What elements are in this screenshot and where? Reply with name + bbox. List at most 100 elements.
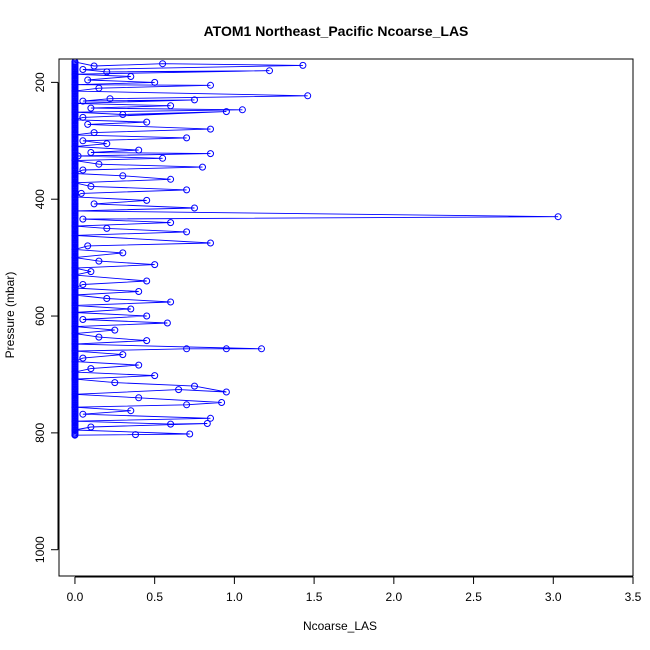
chart-title: ATOM1 Northeast_Pacific Ncoarse_LAS [204, 23, 469, 39]
data-point [71, 59, 79, 66]
data-point [127, 407, 135, 415]
data-point [119, 111, 127, 118]
data-point [222, 388, 230, 396]
series-line [73, 61, 559, 436]
data-point [207, 81, 214, 89]
data-point [79, 66, 87, 73]
data-point [183, 345, 191, 353]
y-tick-label: 400 [33, 189, 47, 209]
data-point [143, 118, 151, 126]
data-point [207, 150, 214, 158]
x-tick-label: 0.5 [146, 590, 163, 604]
data-point [167, 175, 175, 183]
y-tick-label: 800 [33, 423, 47, 443]
x-tick-label: 3.5 [625, 590, 642, 604]
data-point [258, 345, 265, 353]
y-tick-label: 600 [33, 306, 47, 326]
data-point [186, 430, 194, 438]
data-point [71, 131, 79, 139]
data-point [183, 228, 191, 236]
data-point [90, 129, 98, 137]
data-point [554, 213, 562, 221]
data-point [119, 249, 127, 257]
data-point [84, 242, 92, 250]
data-point [163, 319, 171, 327]
data-point [183, 186, 191, 194]
data-point [71, 245, 79, 253]
data-point [199, 163, 206, 171]
data-point [103, 295, 111, 302]
y-axis: 200 400 600 800 1000 [33, 72, 59, 563]
x-tick-label: 0.0 [67, 590, 84, 604]
data-point [218, 399, 226, 406]
data-point [95, 257, 103, 265]
data-point [71, 302, 79, 309]
data-point [71, 375, 79, 383]
data-point [71, 170, 79, 177]
data-point [71, 358, 79, 366]
data-point [159, 60, 167, 68]
data-point [127, 73, 135, 80]
data-point [143, 312, 151, 320]
data-point [84, 76, 92, 84]
data-point [71, 143, 79, 151]
data-point [77, 189, 85, 197]
data-point [71, 254, 79, 262]
data-point [151, 261, 159, 269]
data-point [207, 239, 214, 247]
data-point [71, 291, 79, 299]
x-axis-label: Ncoarse_LAS [303, 619, 377, 633]
data-point [143, 337, 151, 345]
data-point [87, 149, 95, 156]
data-point [167, 102, 175, 110]
data-point [87, 104, 95, 112]
data-point [299, 61, 307, 69]
data-point [222, 108, 230, 116]
x-tick-label: 1.5 [306, 590, 323, 604]
data-point [71, 157, 79, 165]
data-point [87, 365, 95, 373]
data-point [71, 108, 79, 116]
y-axis-label: Pressure (mbar) [3, 272, 17, 359]
data-point [71, 309, 79, 316]
data-point [167, 420, 175, 428]
data-point [71, 193, 79, 201]
data-point [266, 67, 273, 75]
data-point [95, 333, 103, 341]
data-point [71, 207, 79, 215]
x-tick-label: 1.0 [226, 590, 243, 604]
data-point [79, 97, 87, 105]
data-point [222, 345, 230, 353]
data-point [103, 140, 111, 148]
data-point [119, 351, 127, 359]
data-point [71, 70, 79, 78]
data-point [135, 288, 143, 295]
data-point [111, 379, 119, 387]
data-point [71, 390, 79, 398]
y-tick-label: 1000 [33, 536, 47, 563]
data-point [79, 410, 87, 418]
data-point [106, 95, 114, 103]
data-point [71, 347, 79, 355]
data-point [191, 204, 198, 212]
data-point [151, 78, 159, 86]
data-point [71, 330, 79, 338]
data-point [203, 420, 211, 427]
data-point [71, 87, 79, 95]
data-point [87, 423, 95, 431]
data-point [103, 68, 111, 76]
data-point [71, 99, 79, 107]
data-point [183, 401, 191, 409]
data-point [71, 417, 79, 425]
data-point [79, 316, 87, 323]
x-tick-label: 2.0 [385, 590, 402, 604]
data-point [74, 152, 82, 160]
data-point [207, 414, 214, 422]
data-point [71, 264, 79, 272]
x-tick-label: 3.0 [545, 590, 562, 604]
data-point [84, 120, 92, 128]
data-point [143, 196, 151, 204]
data-point [143, 277, 151, 285]
data-point [71, 271, 79, 279]
